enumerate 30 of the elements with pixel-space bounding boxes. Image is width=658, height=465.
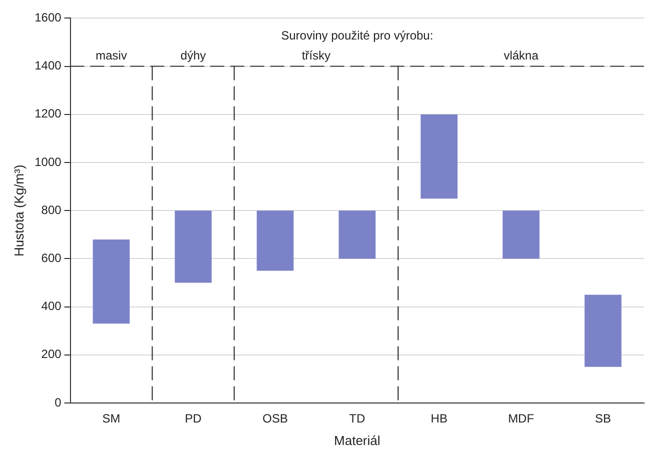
y-tick-label: 1600 — [34, 10, 62, 25]
bar — [420, 114, 458, 199]
bar — [338, 210, 376, 259]
annotation: masiv — [96, 48, 127, 63]
y-tick-label: 1400 — [34, 58, 62, 73]
y-tick-label: 200 — [41, 347, 62, 362]
x-tick-label: HB — [430, 412, 448, 426]
x-axis-title: Materiál — [334, 432, 380, 448]
annotation: vlákna — [504, 48, 539, 63]
annotation: Suroviny použité pro výrobu: — [281, 28, 434, 43]
x-tick-label: PD — [184, 412, 202, 426]
bar — [256, 210, 294, 271]
y-axis-title: Hustota (Kg/m³) — [11, 164, 26, 256]
y-tick-label: 600 — [41, 251, 62, 266]
bar — [174, 210, 212, 283]
y-tick-label: 0 — [54, 395, 62, 410]
y-tick-label: 1200 — [34, 106, 62, 121]
annotation: dýhy — [180, 48, 206, 63]
y-tick-label: 400 — [41, 299, 62, 314]
x-tick-label: TD — [349, 412, 366, 426]
x-tick-label: SB — [595, 412, 612, 426]
y-tick-label: 800 — [41, 202, 62, 217]
bar — [584, 294, 622, 367]
y-tick-label: 1000 — [34, 154, 62, 169]
bar — [502, 210, 540, 259]
bar — [92, 239, 130, 324]
annotation: třísky — [302, 48, 331, 63]
x-tick-label: SM — [102, 412, 120, 426]
x-tick-label: MDF — [508, 412, 534, 426]
x-tick-label: OSB — [262, 412, 288, 426]
